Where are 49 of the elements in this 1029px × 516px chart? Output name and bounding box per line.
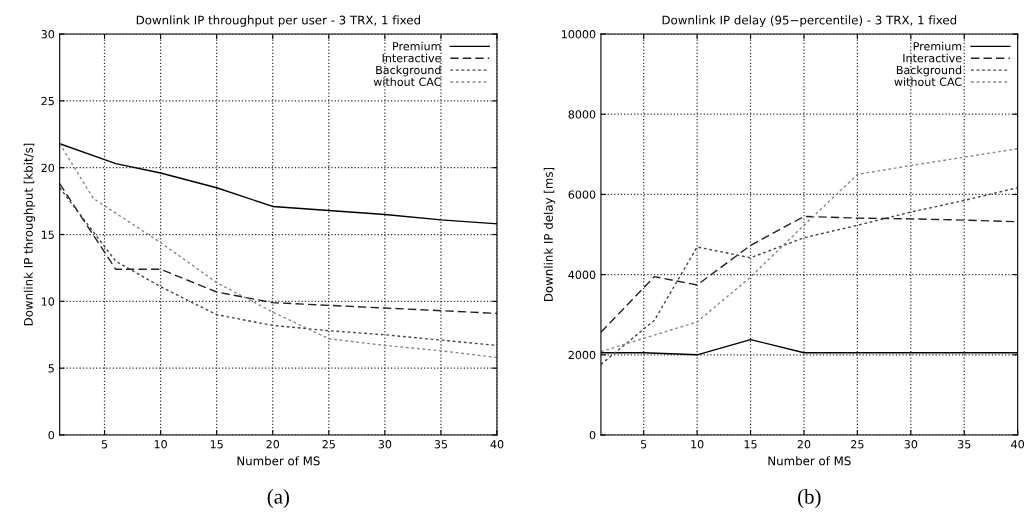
legend-label: Interactive [903, 53, 962, 63]
x-tick-label: 20 [797, 440, 811, 449]
text: (b) [798, 489, 821, 509]
x-axis-title: Number of MS [237, 456, 320, 466]
line-series [600, 148, 1018, 353]
y-tick-label: 30 [41, 30, 55, 39]
y-tick-label: 10000 [561, 30, 596, 39]
legend-label: without CAC [373, 77, 441, 87]
x-tick-label: 10 [154, 440, 167, 449]
y-tick-label: 20 [41, 163, 55, 173]
x-tick-label: 35 [434, 440, 448, 449]
y-tick-label: 5 [48, 364, 54, 373]
y-tick-label: 8000 [568, 110, 596, 119]
y-tick-label: 0 [589, 430, 596, 440]
y-tick-label: 15 [41, 230, 54, 239]
y-tick-label: 6000 [568, 190, 596, 199]
line-series [600, 186, 1018, 366]
y-axis-title: Downlink IP delay [ms] [543, 167, 556, 302]
legend-label: Premium [913, 41, 962, 51]
x-tick-label: 5 [641, 440, 647, 449]
x-tick-label: 5 [101, 440, 108, 449]
text: (a) [267, 489, 289, 509]
y-tick-label: 0 [48, 430, 55, 440]
chart-title: Downlink IP throughput per user - 3 TRX, 1 fixed [136, 15, 420, 27]
legend-label: without CAC [894, 77, 962, 87]
y-tick-label: 4000 [568, 270, 596, 279]
x-tick-label: 10 [691, 440, 704, 449]
y-tick-label: 10 [41, 297, 55, 306]
x-tick-label: 30 [378, 440, 392, 449]
legend-label: Background [376, 65, 441, 77]
x-tick-label: 30 [904, 440, 918, 449]
chart-title: Downlink IP delay (95−percentile) - 3 TRX, 1 fixed [662, 15, 957, 27]
x-tick-label: 25 [322, 440, 335, 449]
x-tick-label: 40 [1011, 440, 1025, 449]
x-tick-label: 40 [490, 440, 504, 449]
legend-label: Premium [393, 41, 441, 51]
line-series [59, 183, 498, 315]
x-tick-label: 15 [210, 440, 223, 449]
x-tick-label: 35 [958, 440, 971, 449]
y-tick-label: 2000 [568, 350, 596, 360]
x-axis-title: Number of MS [768, 456, 851, 466]
x-tick-label: 20 [266, 440, 280, 449]
legend-label: Background [896, 65, 962, 77]
x-tick-label: 15 [744, 440, 757, 449]
line-series [59, 142, 498, 359]
y-tick-label: 25 [41, 96, 54, 106]
legend-label: Interactive [382, 53, 441, 63]
y-axis-title: Downlink IP throughput [kbit/s] [23, 143, 36, 326]
x-tick-label: 25 [851, 440, 864, 449]
